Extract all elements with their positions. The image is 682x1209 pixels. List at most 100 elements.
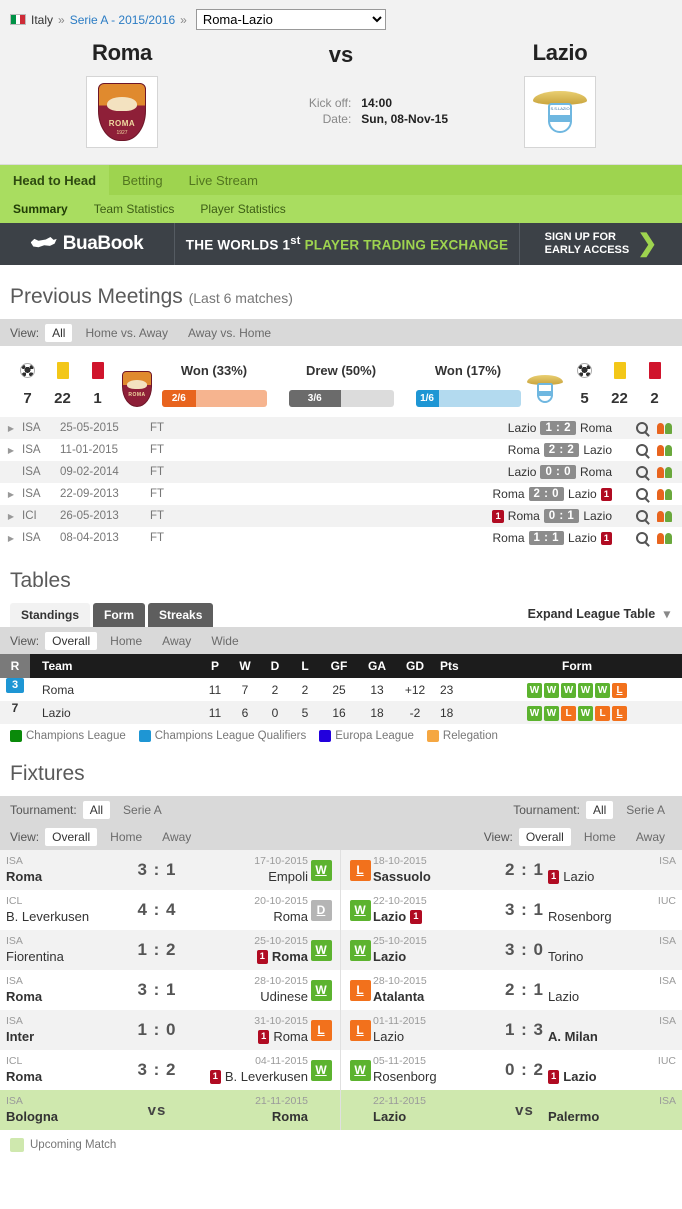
fixture-date-team-block: 01-11-2015 Lazio xyxy=(373,1014,501,1046)
h2h-result-track-2 xyxy=(439,390,521,407)
pm-view-away-vs-home[interactable]: Away vs. Home xyxy=(187,325,272,340)
match-home-team: Roma xyxy=(507,509,540,523)
match-date: 25-05-2015 xyxy=(60,422,119,434)
tables-view-away[interactable]: Away xyxy=(162,633,192,648)
lineup-icon[interactable] xyxy=(657,422,672,434)
previous-meetings-heading: Previous Meetings xyxy=(10,285,183,308)
standings-team-name[interactable]: Lazio xyxy=(42,705,71,720)
tables-view-home[interactable]: Home xyxy=(110,633,143,648)
nav-tab-head-to-head[interactable]: Head to Head xyxy=(0,165,110,195)
fixture-result-block: L xyxy=(347,1019,373,1041)
expand-league-table-button[interactable]: Expand League Table ▾ xyxy=(528,606,670,621)
tables-tab-standings[interactable]: Standings xyxy=(10,603,91,627)
fixture-row[interactable]: W 05-11-2015 Rosenborg 0 : 2 IUC 1 Lazio xyxy=(341,1050,682,1090)
red-card-badge: 1 xyxy=(548,869,560,885)
fixture-row[interactable]: W 22-10-2015 Lazio 1 3 : 1 IUC Rosenborg xyxy=(341,890,682,930)
standings-team-name[interactable]: Roma xyxy=(42,682,75,697)
fx-right-tournament-all[interactable]: All xyxy=(585,800,614,819)
fixture-competition: IUC xyxy=(657,1055,676,1068)
fx-left-view-away[interactable]: Away xyxy=(162,829,192,844)
ad-cta-line2: EARLY ACCESS xyxy=(544,244,630,256)
lineup-icon[interactable] xyxy=(657,532,672,544)
fx-left-tournament-serie-a[interactable]: Serie A xyxy=(123,802,162,817)
fx-right-tournament-serie-a[interactable]: Serie A xyxy=(626,802,665,817)
search-icon[interactable] xyxy=(636,532,648,544)
fx-left-view-home[interactable]: Home xyxy=(110,829,143,844)
advertisement-banner[interactable]: BuaBook THE WORLDS 1st PLAYER TRADING EX… xyxy=(0,223,682,265)
lineup-icon[interactable] xyxy=(657,466,672,478)
subnav-tab-player-statistics[interactable]: Player Statistics xyxy=(200,202,286,216)
fx-left-view-overall[interactable]: Overall xyxy=(45,827,98,846)
fixture-row[interactable]: ISA Roma 3 : 1 17-10-2015 Empoli W xyxy=(0,850,340,890)
fixture-competition: ISA xyxy=(6,1095,23,1108)
fixture-date-team-block: 28-10-2015 Atalanta xyxy=(373,974,501,1006)
expand-arrow-icon[interactable]: ▶ xyxy=(7,489,15,499)
match-select-dropdown[interactable]: Roma-Lazio xyxy=(195,9,386,30)
standings-rows: 3 Roma 11 7 2 2 25 13 +12 23 W W W W W L 7 Lazio 11 6 0 5 16 18… xyxy=(0,677,682,724)
fixture-row[interactable]: W 25-10-2015 Lazio 3 : 0 ISA Torino xyxy=(341,930,682,970)
expand-arrow-icon[interactable]: ▶ xyxy=(7,423,15,433)
expand-arrow-icon[interactable]: ▶ xyxy=(7,533,15,543)
search-icon[interactable] xyxy=(636,488,648,500)
nav-tab-betting[interactable]: Betting xyxy=(122,172,163,188)
tables-tab-form[interactable]: Form xyxy=(93,603,146,627)
search-icon[interactable] xyxy=(636,466,648,478)
standings-pts: 23 xyxy=(440,682,454,697)
fixture-row[interactable]: 22-11-2015 Lazio vs ISA Palermo xyxy=(341,1090,682,1130)
fixture-row[interactable]: ICL B. Leverkusen 4 : 4 20-10-2015 Roma D xyxy=(0,890,340,930)
subnav-tab-summary[interactable]: Summary xyxy=(13,202,68,216)
fixture-team-label: A. Milan xyxy=(548,1029,598,1045)
search-icon[interactable] xyxy=(636,510,648,522)
col-drawn: D xyxy=(270,659,280,673)
fx-right-view-overall[interactable]: Overall xyxy=(518,827,571,846)
fixture-row[interactable]: L 01-11-2015 Lazio 1 : 3 ISA A. Milan xyxy=(341,1010,682,1050)
matchup-banner: Roma ROMA 1927 vs Kick off: 14:00 Date: S… xyxy=(10,30,672,164)
fixture-row[interactable]: ISA Inter 1 : 0 31-10-2015 1 Roma L xyxy=(0,1010,340,1050)
fixture-team-name: Empoli xyxy=(180,868,308,886)
fixture-row[interactable]: L 28-10-2015 Atalanta 2 : 1 ISA Lazio xyxy=(341,970,682,1010)
fixture-row[interactable]: L 18-10-2015 Sassuolo 2 : 1 ISA 1 Lazio xyxy=(341,850,682,890)
search-icon[interactable] xyxy=(636,422,648,434)
fx-right-view-away[interactable]: Away xyxy=(635,829,665,844)
legend-label: Relegation xyxy=(442,730,498,742)
fixture-result-block: W xyxy=(308,1059,334,1081)
tables-title: Tables xyxy=(0,549,682,603)
lineup-person-1-icon xyxy=(657,532,664,544)
ad-cta-button[interactable]: SIGN UP FOR EARLY ACCESS ❯ xyxy=(519,223,682,265)
fx-right-view-home[interactable]: Home xyxy=(583,829,616,844)
subnav-tab-team-statistics[interactable]: Team Statistics xyxy=(93,202,175,216)
fixture-result-block: L xyxy=(308,1019,334,1041)
lineup-icon[interactable] xyxy=(657,444,672,456)
form-chip-W: W xyxy=(527,705,542,721)
search-icon[interactable] xyxy=(636,444,648,456)
breadcrumb-league-link[interactable]: Serie A - 2015/2016 xyxy=(69,12,176,27)
expand-arrow-icon[interactable]: ▶ xyxy=(7,445,15,455)
ad-cta-text: SIGN UP FOR EARLY ACCESS xyxy=(545,231,630,257)
fixture-row[interactable]: ISA Bologna vs 21-11-2015 Roma xyxy=(0,1090,340,1130)
nav-tab-live-stream[interactable]: Live Stream xyxy=(188,172,258,188)
lineup-icon[interactable] xyxy=(657,510,672,522)
tables-view-wide[interactable]: Wide xyxy=(211,633,239,648)
fixture-date-team-block: 04-11-2015 1 B. Leverkusen xyxy=(180,1054,308,1086)
standings-ga: 13 xyxy=(370,682,384,697)
h2h-result-track-0 xyxy=(196,390,266,407)
fixture-team-label: Lazio xyxy=(563,1069,597,1085)
away-team-block: Lazio S.S.LAZIO xyxy=(448,40,672,148)
fixture-team-label: Torino xyxy=(548,949,584,965)
tables-tab-streaks[interactable]: Streaks xyxy=(148,603,214,627)
fixture-row[interactable]: ICL Roma 3 : 2 04-11-2015 1 B. Leverkusen W xyxy=(0,1050,340,1090)
pm-view-all[interactable]: All xyxy=(45,323,73,342)
pm-view-home-vs-away[interactable]: Home vs. Away xyxy=(85,325,168,340)
fixture-team-label: Lazio xyxy=(563,869,595,885)
tables-view-overall[interactable]: Overall xyxy=(45,631,98,650)
fixture-row[interactable]: ISA Fiorentina 1 : 2 25-10-2015 1 Roma W xyxy=(0,930,340,970)
red-card-icon xyxy=(91,361,104,379)
fx-left-tournament-all[interactable]: All xyxy=(82,800,111,819)
previous-meeting-row: ▶ ISA 11-01-2015 FT Roma 2 : 2 Lazio xyxy=(0,439,682,461)
lineup-icon[interactable] xyxy=(657,488,672,500)
legend-item: Relegation xyxy=(426,730,498,742)
expand-arrow-icon[interactable]: ▶ xyxy=(7,511,15,521)
fixture-row[interactable]: ISA Roma 3 : 1 28-10-2015 Udinese W xyxy=(0,970,340,1010)
fixture-team-name: Bologna xyxy=(6,1108,134,1126)
fixture-team-block: ISA Palermo xyxy=(548,1094,676,1126)
